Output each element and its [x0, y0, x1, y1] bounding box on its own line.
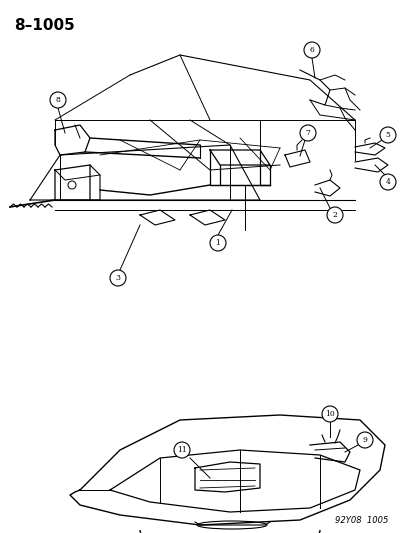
Circle shape: [174, 442, 190, 458]
Circle shape: [210, 235, 226, 251]
Circle shape: [50, 92, 66, 108]
Text: 2: 2: [332, 211, 337, 219]
Text: 3: 3: [116, 274, 120, 282]
Circle shape: [327, 207, 343, 223]
Circle shape: [322, 406, 338, 422]
Circle shape: [357, 432, 373, 448]
Text: 11: 11: [177, 446, 187, 454]
Text: 5: 5: [385, 131, 390, 139]
Text: 6: 6: [309, 46, 314, 54]
Text: 4: 4: [385, 178, 390, 186]
Circle shape: [380, 174, 396, 190]
Text: 10: 10: [325, 410, 335, 418]
Text: 1: 1: [216, 239, 221, 247]
Text: 8: 8: [56, 96, 61, 104]
Circle shape: [304, 42, 320, 58]
Circle shape: [300, 125, 316, 141]
Text: 8–1005: 8–1005: [14, 18, 75, 33]
Text: 7: 7: [305, 129, 310, 137]
Circle shape: [110, 270, 126, 286]
Text: 9: 9: [362, 436, 367, 444]
Circle shape: [380, 127, 396, 143]
Text: 92Y08  1005: 92Y08 1005: [335, 516, 388, 525]
